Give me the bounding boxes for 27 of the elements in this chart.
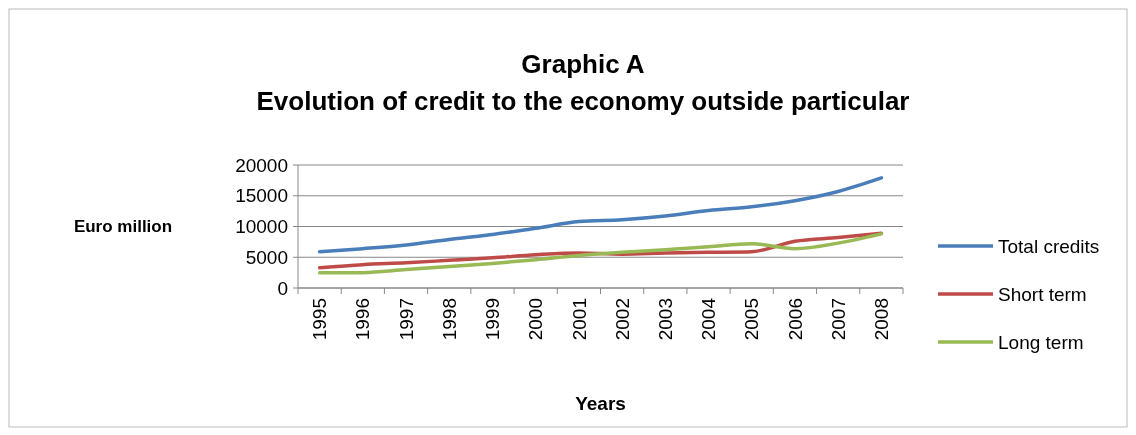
x-tick-label: 2001: [568, 298, 590, 341]
x-tick-label: 2007: [827, 298, 849, 341]
x-tick-label: 1997: [395, 298, 417, 341]
chart-title: Graphic A: [521, 49, 645, 79]
x-tick-label: 1998: [438, 298, 460, 341]
x-tick-label: 2000: [525, 298, 547, 341]
y-axis-title: Euro million: [73, 217, 173, 237]
x-tick-label: 1996: [352, 298, 374, 341]
x-tick-label: 2008: [871, 298, 893, 341]
chart-subtitle: Evolution of credit to the economy outside particular: [256, 86, 910, 116]
y-tick-label: 0: [277, 277, 288, 299]
x-tick-label: 2002: [611, 298, 633, 341]
x-tick-label: 2006: [784, 298, 806, 341]
y-tick-label: 20000: [235, 154, 288, 176]
legend-label: Short term: [998, 283, 1087, 305]
x-tick-label: 2003: [654, 298, 676, 341]
x-tick-label: 1999: [482, 298, 504, 341]
y-tick-label: 5000: [245, 246, 288, 268]
x-tick-label: 2004: [698, 297, 720, 341]
line-series: [317, 176, 884, 254]
x-tick-label: 2005: [741, 298, 763, 341]
legend-label: Total credits: [998, 235, 1100, 257]
y-tick-label: 15000: [235, 185, 288, 207]
x-tick-label: 1995: [309, 298, 331, 341]
legend-label: Long term: [998, 331, 1084, 353]
y-tick-label: 10000: [235, 216, 288, 238]
x-axis-title: Years: [575, 393, 626, 414]
